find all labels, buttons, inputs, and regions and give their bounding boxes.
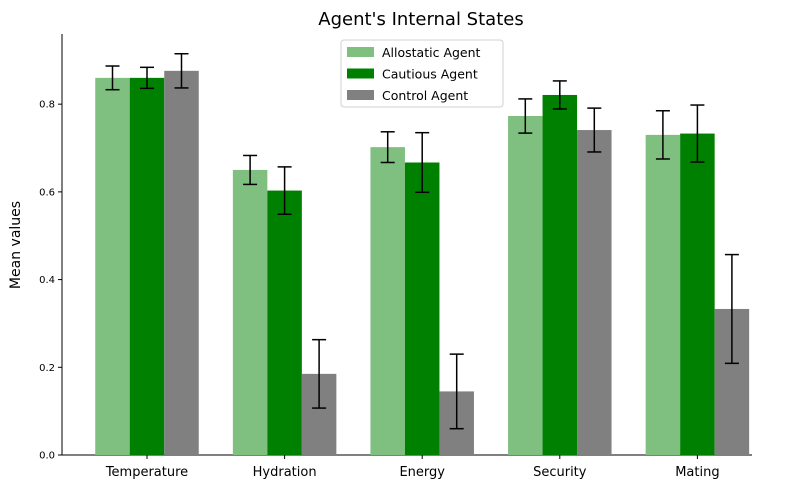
y-tick-label: 0.8 [39, 100, 55, 111]
x-tick-label: Hydration [253, 465, 317, 480]
legend-label: Control Agent [382, 88, 468, 103]
legend-swatch [347, 68, 374, 79]
bar [370, 147, 405, 456]
legend-label: Allostatic Agent [382, 45, 481, 60]
x-tick-label: Energy [399, 465, 445, 480]
legend-swatch [347, 47, 374, 57]
bar [542, 94, 578, 456]
plot-area: 0.0 0.2 0.4 0.6 0.8 Temperature Hydration Energ… [39, 34, 752, 480]
bar [645, 134, 681, 456]
bar [95, 77, 130, 456]
legend-label: Cautious Agent [382, 67, 478, 82]
bar [577, 130, 612, 455]
x-tick-label: Security [533, 465, 587, 480]
x-tick-label: Temperature [105, 465, 188, 480]
y-tick-label: 0.2 [39, 363, 55, 374]
y-tick-label: 0.4 [39, 275, 55, 286]
bar [164, 70, 199, 456]
bar [232, 169, 268, 455]
bar [404, 162, 440, 455]
legend: Allostatic Agent Cautious Agent Control Ag… [340, 39, 504, 108]
legend-box [340, 39, 504, 108]
x-tick-label: Mating [675, 465, 719, 480]
y-axis-label: Mean values [8, 201, 24, 289]
bar [680, 133, 715, 456]
bar [267, 190, 302, 455]
bar [508, 116, 543, 455]
bar [129, 77, 165, 456]
y-tick-label: 0.0 [39, 451, 55, 462]
chart-title: Agent's Internal States [318, 9, 523, 30]
y-tick-label: 0.6 [39, 187, 55, 198]
legend-swatch [347, 90, 374, 100]
